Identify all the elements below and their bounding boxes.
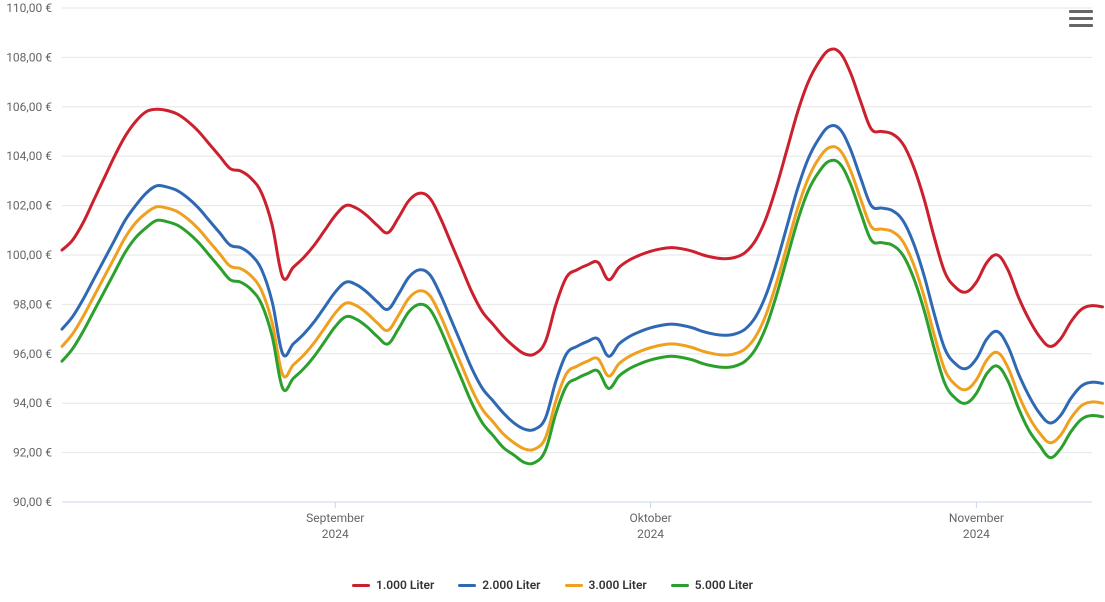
y-tick-label: 108,00 € [6, 50, 52, 64]
series-line [62, 49, 1103, 355]
legend-swatch [671, 584, 689, 587]
y-tick-label: 90,00 € [13, 495, 52, 509]
x-tick-label-year: 2024 [322, 527, 349, 541]
y-tick-label: 94,00 € [13, 396, 52, 410]
legend-swatch [458, 584, 476, 587]
legend-item[interactable]: 2.000 Liter [458, 578, 540, 592]
y-axis-labels: 90,00 € 92,00 € 94,00 € 96,00 € 98,00 € 100,0… [6, 1, 52, 509]
legend-swatch [352, 584, 370, 587]
y-tick-label: 110,00 € [6, 1, 52, 15]
y-tick-label: 100,00 € [6, 248, 52, 262]
legend-label: 1.000 Liter [376, 578, 434, 592]
y-tick-label: 104,00 € [6, 149, 52, 163]
x-tick-label-year: 2024 [963, 527, 990, 541]
y-tick-label: 106,00 € [6, 100, 52, 114]
x-axis-labels: September 2024 Oktober 2024 November 2024 [306, 502, 1004, 541]
price-chart: 90,00 € 92,00 € 94,00 € 96,00 € 98,00 € 100,0… [0, 0, 1105, 602]
y-tick-label: 96,00 € [13, 347, 52, 361]
legend-item[interactable]: 5.000 Liter [671, 578, 753, 592]
legend-label: 2.000 Liter [482, 578, 540, 592]
y-grid [62, 8, 1092, 502]
legend: 1.000 Liter 2.000 Liter 3.000 Liter 5.000 L… [0, 572, 1105, 593]
series-line [62, 147, 1103, 450]
x-tick-label-year: 2024 [637, 527, 664, 541]
y-tick-label: 98,00 € [13, 297, 52, 311]
y-tick-label: 102,00 € [6, 199, 52, 213]
series-group [62, 49, 1103, 464]
legend-label: 3.000 Liter [589, 578, 647, 592]
x-tick-label-month: November [949, 511, 1004, 525]
chart-menu-button[interactable] [1069, 6, 1093, 30]
legend-label: 5.000 Liter [695, 578, 753, 592]
x-tick-label-month: Oktober [629, 511, 671, 525]
legend-item[interactable]: 3.000 Liter [565, 578, 647, 592]
x-tick-label-month: September [306, 511, 364, 525]
legend-swatch [565, 584, 583, 587]
legend-item[interactable]: 1.000 Liter [352, 578, 434, 592]
y-tick-label: 92,00 € [13, 446, 52, 460]
